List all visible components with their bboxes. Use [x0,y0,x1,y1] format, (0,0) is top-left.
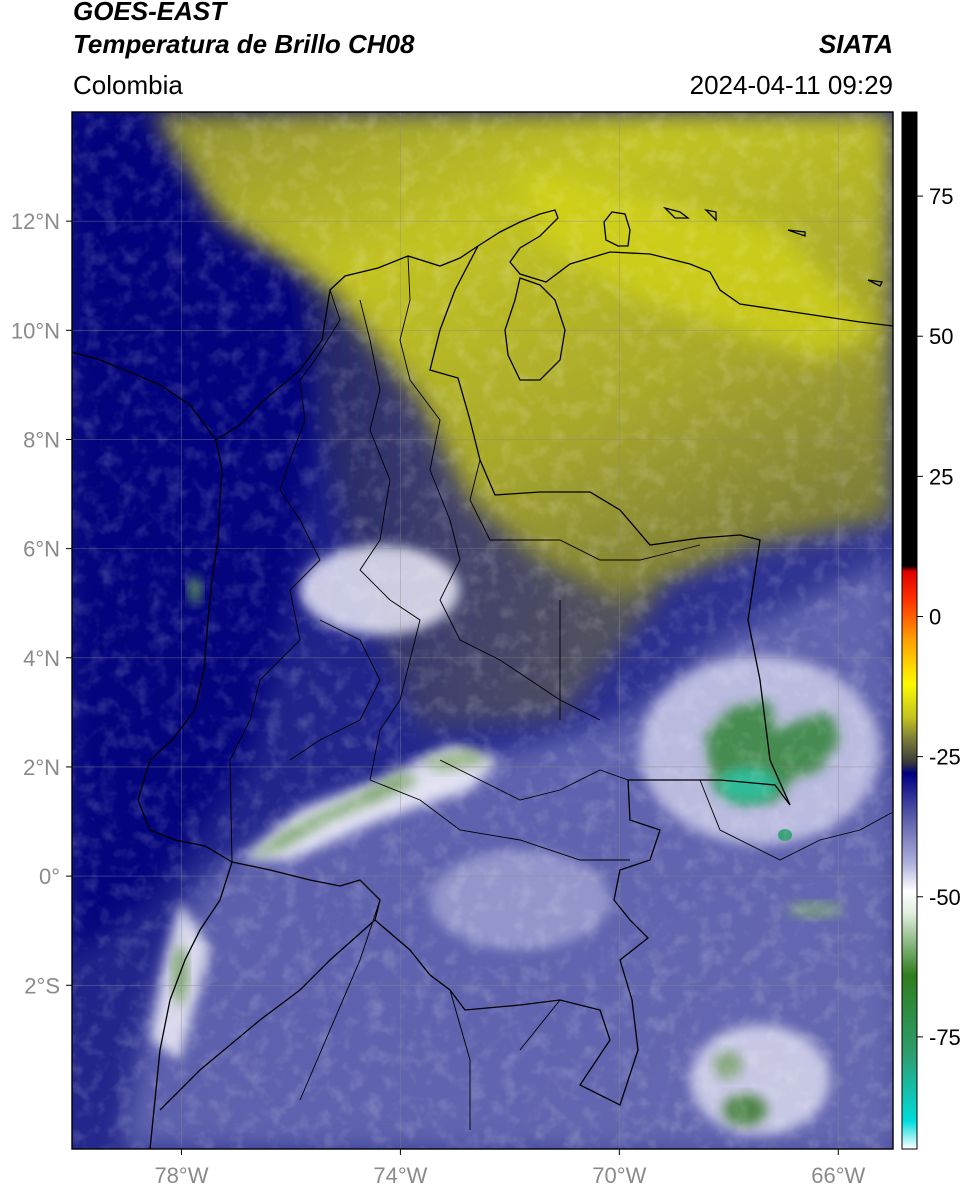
graticule [72,112,893,1149]
boundaries [72,206,893,1149]
map-region-label: Colombia [73,70,183,100]
coastline-panama [72,351,217,441]
map-timestamp: 2024-04-11 09:29 [689,70,893,100]
colorbar-tick-label-6: -75 [929,1025,961,1050]
border-colombia-venezuela [429,245,791,806]
lat-tick-label-2: 8°N [23,427,60,452]
lat-tick-label-0: 12°N [11,209,60,234]
colorbar-tick-label-2: 25 [929,464,953,489]
colorbar-scale [901,111,918,1150]
colorbar: 75 50 25 0 -25 -50 -75 [901,111,961,1150]
map-title-product: Temperatura de Brillo CH08 [73,29,415,59]
coastline-caribbean [215,209,893,441]
colorbar-tick-label-4: -25 [929,745,961,770]
border-departments [229,255,701,863]
latitude-axis: 12°N 10°N 8°N 6°N 4°N 2°N 0° 2°S [11,209,72,998]
lat-tick-label-5: 2°N [23,755,60,780]
coastline-paraguana [603,211,631,247]
coastline-pacific [137,439,233,1149]
cloud-texture [72,112,893,1149]
border-colombia-brazil [374,779,791,1106]
lat-tick-label-1: 10°N [11,318,60,343]
longitude-axis: 78°W 74°W 70°W 66°W [154,1149,866,1188]
border-other [299,779,893,1130]
map-frame [71,111,894,1150]
brightness-temperature-field [72,112,893,1149]
lon-tick-label-2: 70°W [592,1163,646,1188]
lat-tick-label-7: 2°S [24,973,60,998]
colorbar-tick-label-5: -50 [929,885,961,910]
colorbar-tick-label-0: 75 [929,184,953,209]
colorbar-tick-label-3: 0 [929,604,941,629]
coastline-islands [662,206,883,287]
lon-tick-label-0: 78°W [154,1163,208,1188]
lat-tick-label-3: 6°N [23,537,60,562]
lon-tick-label-3: 66°W [811,1163,865,1188]
map-title-satellite: GOES-EAST [73,0,227,26]
lat-tick-label-6: 0° [39,864,60,889]
map-source-label: SIATA [818,29,893,59]
lon-tick-label-1: 74°W [373,1163,427,1188]
lat-tick-label-4: 4°N [23,646,60,671]
border-colombia-ecuador-peru [159,861,381,1111]
coastline-maracaibo-lake [504,277,566,381]
colorbar-tick-label-1: 50 [929,324,953,349]
